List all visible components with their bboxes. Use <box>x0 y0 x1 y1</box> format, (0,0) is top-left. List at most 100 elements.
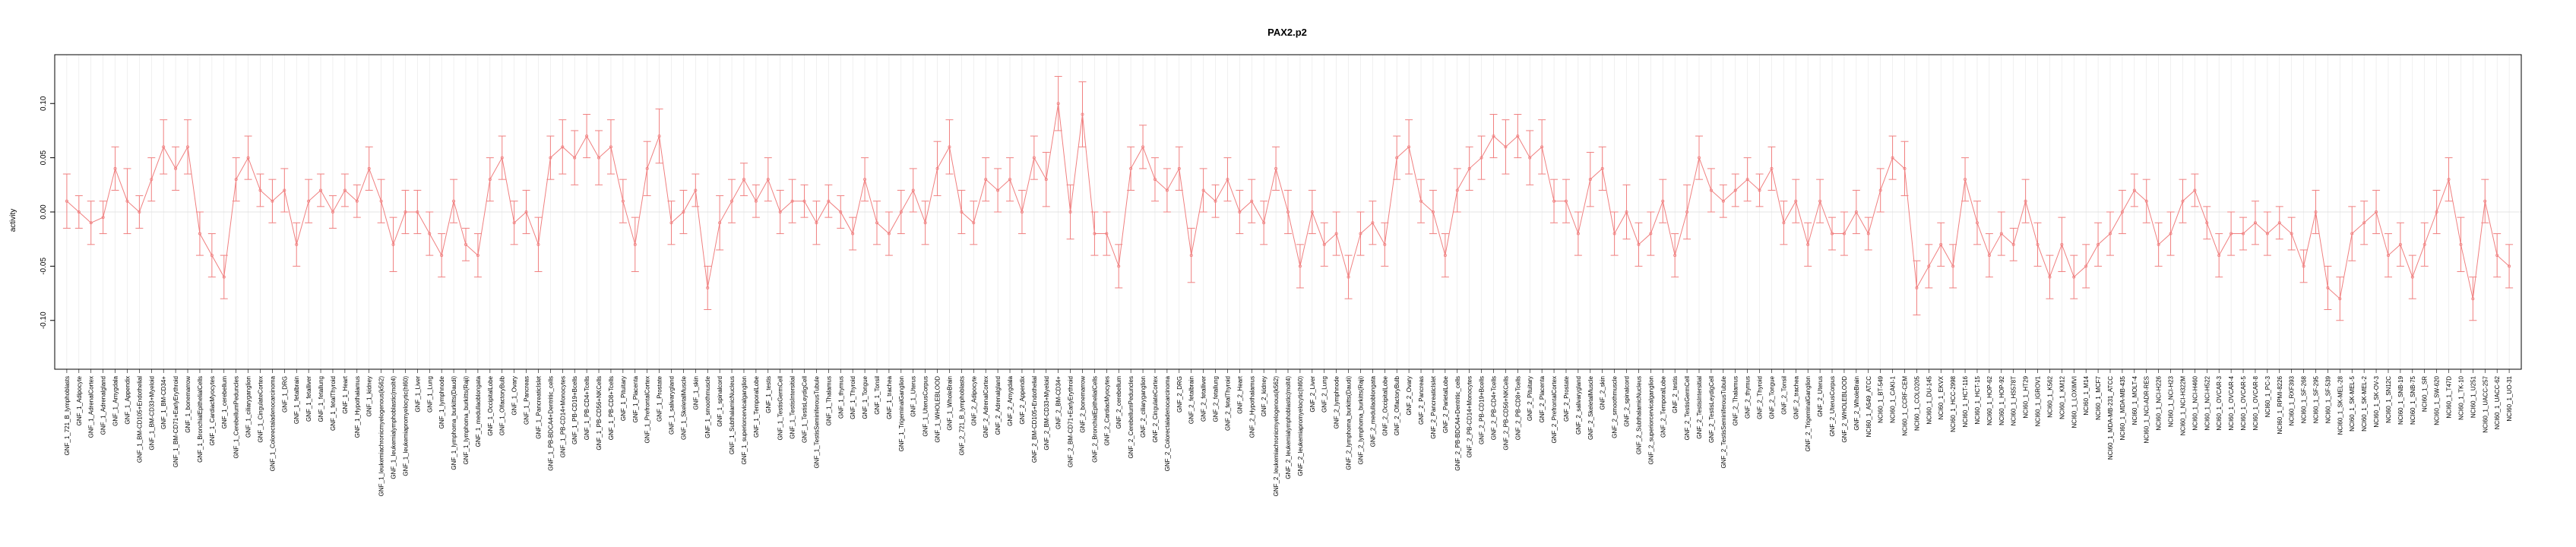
data-point <box>875 221 879 225</box>
x-tick-label: GNF_2_Adipocyte <box>970 375 977 425</box>
data-point <box>2277 221 2281 225</box>
data-point <box>1878 188 1882 192</box>
x-tick-label: GNF_1_Appendix <box>124 376 131 425</box>
data-point <box>476 254 479 258</box>
x-tick-label: NCI60_1_HCC-2998 <box>1950 375 1957 432</box>
x-tick-label: NCI60_1_OVCAR-8 <box>2252 375 2259 430</box>
x-tick-label: GNF_2_PB-CD8+Tcells <box>1514 376 1521 440</box>
x-tick-label: GNF_1_lymphoma_burkitts(Daudi) <box>451 376 457 470</box>
data-point <box>1032 156 1036 160</box>
x-tick-label: GNF_1_SubthalamicNucleus <box>729 376 736 454</box>
x-tick-label: GNF_1_testis <box>765 376 772 413</box>
data-point <box>1274 166 1278 170</box>
x-tick-label: GNF_2_BronchialEpithelialCells <box>1091 376 1098 463</box>
x-tick-label: GNF_1_leukemialymphoblastic(molt4) <box>391 376 397 479</box>
x-tick-label: GNF_1_fetalliver <box>305 376 312 422</box>
x-tick-label: GNF_2_TemporalLobe <box>1660 375 1666 437</box>
x-tick-label: GNF_1_WHOLEBLOOD <box>935 376 941 443</box>
x-tick-label: NCI60_1_HCT-15 <box>1974 375 1981 424</box>
data-point <box>1008 178 1012 182</box>
data-point <box>1479 156 1483 160</box>
data-point <box>391 242 395 246</box>
x-tick-label: GNF_1_CardiacMyocytes <box>209 376 216 446</box>
data-point <box>295 242 299 246</box>
x-tick-label: NCI60_1_HOP-62 <box>1986 375 1993 425</box>
x-tick-label: GNF_1_medullaoblongata <box>475 375 482 447</box>
data-point <box>839 210 843 213</box>
x-tick-label: GNF_2_fetalliver <box>1201 376 1207 422</box>
data-point <box>488 178 492 182</box>
data-point <box>1153 178 1157 182</box>
x-tick-label: GNF_2_PancreaticIslet <box>1430 375 1437 438</box>
data-point <box>2072 275 2076 279</box>
data-point <box>186 145 190 149</box>
data-point <box>222 275 226 279</box>
data-point <box>1359 232 1362 236</box>
data-point <box>984 178 988 182</box>
data-point <box>2265 232 2269 236</box>
x-tick-label: NCI60_1_MOLT-4 <box>2131 375 2138 425</box>
data-point <box>948 145 951 149</box>
x-tick-label: NCI60_1_NCI-ADR-RES <box>2144 376 2150 443</box>
data-point <box>1395 156 1399 160</box>
data-point <box>174 166 178 170</box>
data-point <box>524 210 528 213</box>
data-point <box>1262 221 1266 225</box>
data-point <box>271 199 274 203</box>
x-tick-label: NCI60_1_NCI-H322M <box>2179 376 2186 436</box>
x-tick-label: GNF_1_PB-BDCA4+Dentritic_cells <box>547 376 554 471</box>
x-tick-label: NCI60_1_BT-549 <box>1878 375 1885 422</box>
data-point <box>1697 156 1701 160</box>
data-point <box>1987 254 1991 258</box>
x-tick-label: NCI60_1_SW-620 <box>2434 375 2441 425</box>
data-point <box>1625 210 1628 213</box>
data-point <box>1854 210 1858 213</box>
x-tick-label: NCI60_1_NCI-H460 <box>2191 375 2198 430</box>
data-point <box>2447 178 2451 182</box>
data-point <box>1673 254 1677 258</box>
x-tick-label: NCI60_1_SK-OV-3 <box>2373 375 2380 427</box>
data-point <box>162 145 166 149</box>
x-tick-label: NCI60_1_PC-3 <box>2264 375 2271 417</box>
x-tick-label: GNF_2_ParietalLobe <box>1442 375 1449 433</box>
data-point <box>1842 232 1846 236</box>
data-point <box>246 156 250 160</box>
x-tick-label: GNF_1_Placenta <box>632 375 639 422</box>
data-point <box>1758 188 1761 192</box>
y-tick-label: 0.00 <box>40 204 48 220</box>
data-point <box>1528 156 1532 160</box>
x-tick-label: GNF_2_PB-CD56+NKCells <box>1502 376 1509 451</box>
x-tick-label: GNF_1_DRG <box>281 376 288 413</box>
data-point <box>1177 166 1181 170</box>
data-point <box>549 156 552 160</box>
data-point <box>1564 199 1568 203</box>
data-point <box>960 210 964 213</box>
x-tick-label: NCI60_1_NCI-H23 <box>2168 375 2175 427</box>
x-tick-label: NCI60_1_T47D <box>2446 376 2453 419</box>
data-point <box>778 210 782 213</box>
data-point <box>1733 188 1737 192</box>
data-point <box>730 199 734 203</box>
data-point <box>802 199 806 203</box>
data-point <box>101 216 105 220</box>
x-tick-label: NCI60_1_SF-539 <box>2324 375 2331 423</box>
x-tick-label: GNF_1_leukemiapromyelocytic(hl60) <box>402 376 409 476</box>
x-tick-label: GNF_2_PrefrontalCortex <box>1551 376 1558 443</box>
x-tick-label: GNF_1_Adipocyte <box>76 375 83 425</box>
x-tick-label: GNF_1_BM-CD71+EarlyErythroid <box>172 376 179 467</box>
x-tick-label: GNF_2_lymphoma_burkitts(Raji) <box>1357 376 1364 465</box>
data-point <box>1165 188 1169 192</box>
data-point <box>2471 297 2475 301</box>
data-point <box>1782 221 1786 225</box>
data-point <box>2144 199 2148 203</box>
data-point <box>2423 242 2426 246</box>
y-tick-label: 0.10 <box>40 96 48 111</box>
x-tick-label: NCI60_1_RXF393 <box>2289 375 2296 425</box>
data-point <box>210 254 214 258</box>
data-point <box>1504 145 1508 149</box>
data-point <box>2193 188 2197 192</box>
x-tick-label: GNF_2_fetalbrain <box>1188 376 1195 424</box>
x-tick-label: GNF_2_Appendix <box>1019 376 1026 425</box>
data-point <box>138 210 141 213</box>
